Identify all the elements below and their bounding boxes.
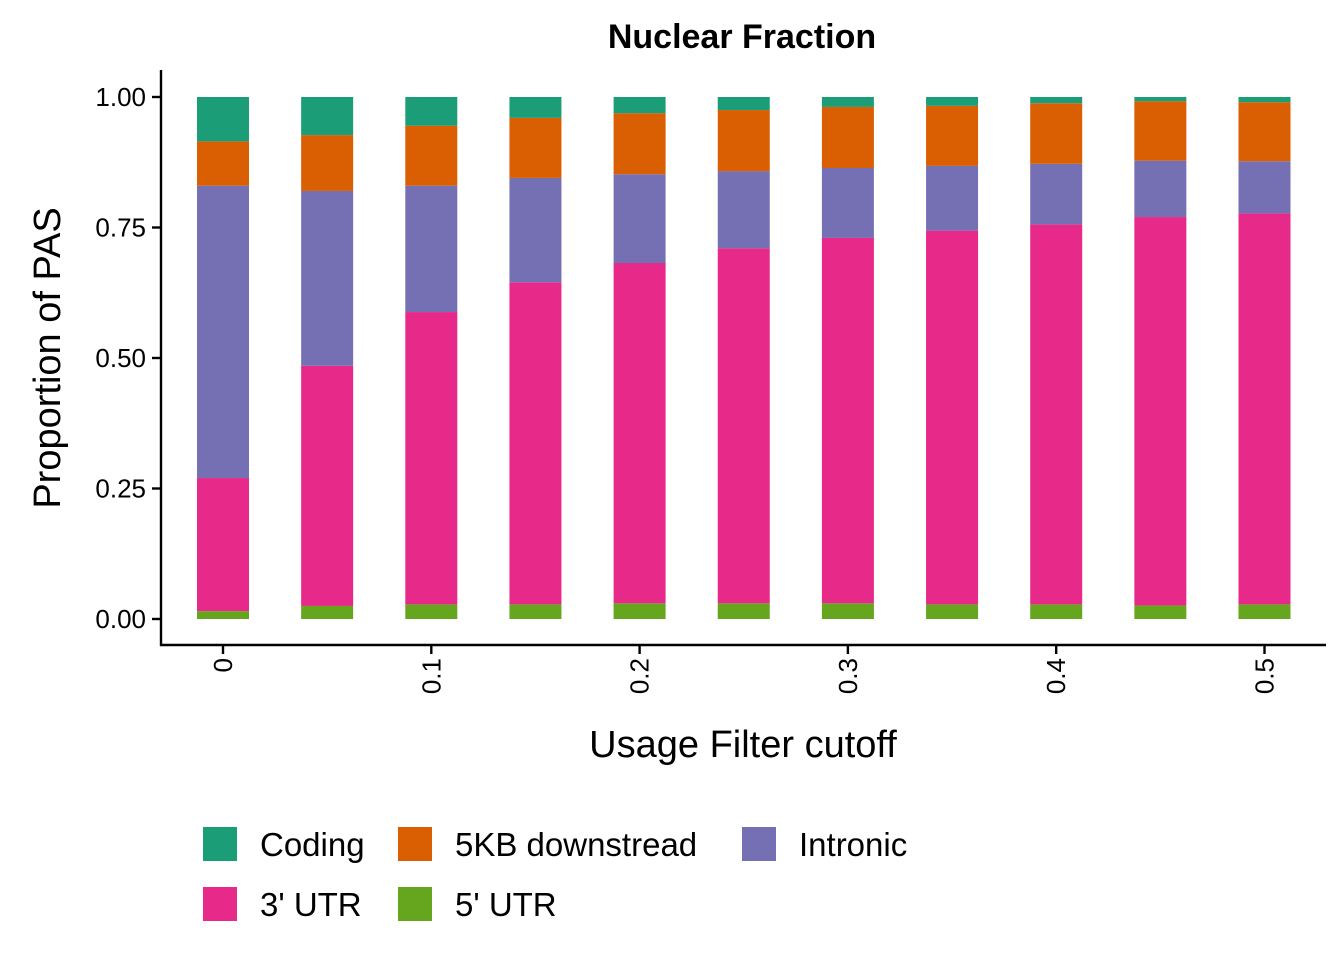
bar-segment-3-utr <box>1238 213 1291 605</box>
bar-segment-intronic <box>1238 161 1291 214</box>
bar-segment-5-utr <box>197 611 249 619</box>
legend-swatch-5-utr <box>398 887 432 921</box>
legend-label-3-utr: 3' UTR <box>260 886 362 923</box>
bar-segment-5kb-downstread <box>1030 103 1083 164</box>
bar-segment-3-utr <box>717 248 770 604</box>
bar-segment-5kb-downstread <box>197 141 249 186</box>
y-tick-label: 0.75 <box>95 213 146 243</box>
bar-segment-intronic <box>405 185 458 313</box>
bar-segment-intronic <box>717 171 770 249</box>
bar-segment-coding <box>821 97 874 107</box>
y-tick-label: 1.00 <box>95 82 146 112</box>
bar-segment-5kb-downstread <box>509 117 562 178</box>
bar-segment-5kb-downstread <box>821 106 874 168</box>
legend-label-intronic: Intronic <box>799 826 907 863</box>
bar-segment-5-utr <box>301 605 354 619</box>
bar-segment-coding <box>613 97 666 114</box>
bar-segment-5-utr <box>926 604 979 619</box>
bar-segment-3-utr <box>926 230 979 605</box>
bar-segment-intronic <box>301 190 354 366</box>
bar-segment-5-utr <box>509 604 562 619</box>
bar-segment-3-utr <box>1030 224 1083 605</box>
legend-label-5-utr: 5' UTR <box>455 886 557 923</box>
bar-segment-5kb-downstread <box>1134 101 1187 161</box>
legend-swatch-coding <box>203 827 237 861</box>
x-tick-label: 0.1 <box>416 658 446 694</box>
bar-segment-3-utr <box>197 478 249 612</box>
y-ticks: 0.00 0.25 0.50 0.75 1.00 <box>95 82 161 634</box>
bar-segment-coding <box>197 97 249 142</box>
legend-swatch-5kb-downstread <box>398 827 432 861</box>
bar-segment-5-utr <box>1238 604 1291 619</box>
bar-segment-intronic <box>1134 160 1187 218</box>
y-axis-title: Proportion of PAS <box>27 207 69 508</box>
bar-segment-coding <box>717 97 770 111</box>
chart-title: Nuclear Fraction <box>608 18 876 56</box>
bar-segment-5-utr <box>1030 604 1083 619</box>
bar-segment-5-utr <box>613 603 666 619</box>
legend-swatch-intronic <box>742 827 776 861</box>
bar-segment-coding <box>1134 97 1187 102</box>
x-axis-title: Usage Filter cutoff <box>589 724 897 766</box>
bar-segment-intronic <box>613 174 666 263</box>
bar-segment-3-utr <box>405 312 458 605</box>
bar-segment-coding <box>405 97 458 126</box>
bar-segment-intronic <box>197 185 249 479</box>
bar-segment-intronic <box>821 167 874 238</box>
y-tick-label: 0.00 <box>95 604 146 634</box>
y-tick-label: 0.25 <box>95 474 146 504</box>
y-tick-label: 0.50 <box>95 343 146 373</box>
bar-segment-intronic <box>926 165 979 231</box>
bar-segment-coding <box>301 97 354 136</box>
x-ticks: 0 0.1 0.2 0.3 0.4 0.5 <box>208 645 1280 694</box>
bar-segment-coding <box>926 97 979 106</box>
bar-segment-3-utr <box>301 365 354 606</box>
bar-segment-5-utr <box>717 603 770 619</box>
legend-label-coding: Coding <box>260 826 365 863</box>
bar-segment-coding <box>509 97 562 118</box>
bar-segment-5-utr <box>405 604 458 619</box>
bar-segment-5-utr <box>1134 605 1187 619</box>
bar-segment-5kb-downstread <box>1238 102 1291 162</box>
x-tick-label: 0.2 <box>625 658 655 694</box>
bar-segment-intronic <box>1030 163 1083 225</box>
bar-segment-coding <box>1238 97 1291 103</box>
bar-segment-5kb-downstread <box>717 110 770 172</box>
legend: Coding 5KB downstread Intronic 3' UTR 5' UTR <box>203 826 907 923</box>
x-tick-label: 0 <box>208 658 238 672</box>
x-tick-label: 0.4 <box>1041 658 1071 694</box>
x-tick-label: 0.5 <box>1250 658 1280 694</box>
x-tick-label: 0.3 <box>833 658 863 694</box>
legend-label-5kb-downstread: 5KB downstread <box>455 826 697 863</box>
bar-segment-intronic <box>509 177 562 283</box>
bar-segment-coding <box>1030 97 1083 104</box>
bar-segment-3-utr <box>1134 217 1187 606</box>
legend-swatch-3-utr <box>203 887 237 921</box>
bar-segment-5kb-downstread <box>613 113 666 175</box>
bar-segment-5-utr <box>821 603 874 619</box>
bar-segment-3-utr <box>613 263 666 604</box>
bar-segment-3-utr <box>509 282 562 605</box>
bar-segment-5kb-downstread <box>926 105 979 166</box>
bars-layer <box>197 97 1291 619</box>
bar-segment-5kb-downstread <box>301 135 354 191</box>
bar-segment-5kb-downstread <box>405 125 458 186</box>
bar-segment-3-utr <box>821 237 874 604</box>
